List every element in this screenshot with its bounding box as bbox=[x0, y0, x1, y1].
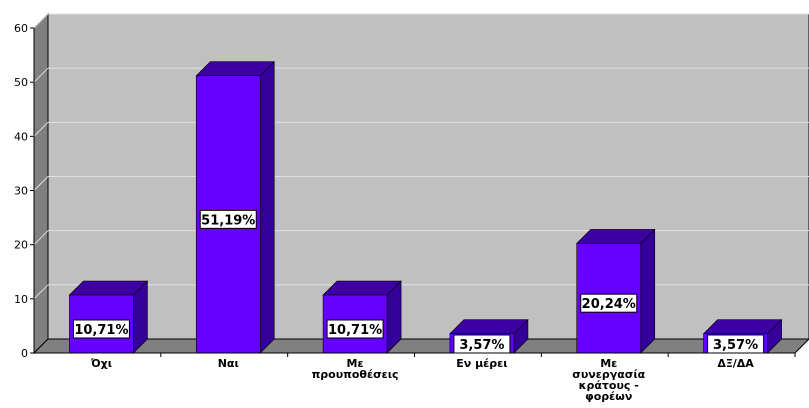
x-axis: Όχι Ναι Με προυποθέσεις Εν μέρει Με συνεργασία… bbox=[34, 352, 796, 403]
gridline-wall bbox=[33, 13, 49, 29]
data-label-text: 3,57% bbox=[713, 338, 758, 353]
plot-floor bbox=[32, 338, 809, 354]
floor bbox=[32, 338, 809, 354]
y-tick-label: 20 bbox=[14, 239, 28, 252]
bar-top bbox=[449, 319, 529, 334]
bar bbox=[576, 228, 656, 354]
y-tick-label: 40 bbox=[14, 130, 28, 143]
bar bbox=[195, 60, 275, 354]
bar bbox=[68, 280, 149, 354]
y-axis: 0 10 20 30 40 50 60 bbox=[14, 22, 35, 360]
data-label-box bbox=[72, 319, 130, 339]
data-label-box bbox=[580, 293, 638, 313]
y-tick-label: 30 bbox=[14, 185, 28, 198]
bar-side bbox=[259, 60, 275, 354]
x-tick-label: Όχι bbox=[90, 357, 112, 370]
gridline-wall bbox=[33, 230, 49, 246]
x-tick-label: Με συνεργασία κράτους -φορέων bbox=[572, 357, 645, 403]
x-tick-label: Με προυποθέσεις bbox=[312, 357, 399, 381]
plot-walls bbox=[33, 12, 809, 355]
data-label-text: 10,71% bbox=[328, 323, 382, 338]
y-tick-label: 0 bbox=[21, 347, 28, 360]
data-label: 10,71% bbox=[72, 319, 130, 339]
x-tick-label: Ναι bbox=[218, 357, 239, 370]
bar-top bbox=[68, 280, 149, 296]
data-label: 51,19% bbox=[199, 209, 257, 229]
bar-side bbox=[640, 228, 656, 354]
data-labels: 10,71% 51,19% 10,71% 3,57% 20,24% 3,57% bbox=[72, 209, 765, 354]
gridlines bbox=[33, 13, 809, 300]
y-tick-label: 60 bbox=[14, 22, 28, 35]
data-label: 20,24% bbox=[580, 293, 638, 313]
gridline-wall bbox=[33, 284, 49, 300]
x-tick-label: ΔΞ/ΔΑ bbox=[717, 357, 754, 370]
data-label: 3,57% bbox=[707, 334, 765, 354]
gridline-wall bbox=[33, 176, 49, 191]
data-label-text: 51,19% bbox=[201, 213, 255, 228]
data-label-text: 10,71% bbox=[74, 323, 128, 338]
bar-top bbox=[322, 280, 402, 296]
data-label: 10,71% bbox=[326, 319, 384, 339]
data-label-box bbox=[326, 319, 384, 339]
data-label-text: 3,57% bbox=[459, 338, 504, 353]
data-label-text: 20,24% bbox=[582, 297, 636, 312]
y-tick-label: 50 bbox=[14, 76, 28, 89]
data-label: 3,57% bbox=[453, 334, 511, 354]
bar bbox=[322, 280, 402, 354]
bar-top bbox=[195, 61, 275, 77]
x-tick-label: Εν μέρει bbox=[456, 357, 507, 370]
y-tick-label: 10 bbox=[14, 293, 28, 306]
data-label-box bbox=[199, 209, 257, 229]
bar-top bbox=[702, 319, 783, 334]
bar-top bbox=[576, 229, 656, 244]
gridline-wall bbox=[33, 121, 49, 137]
gridline-wall bbox=[33, 67, 49, 83]
